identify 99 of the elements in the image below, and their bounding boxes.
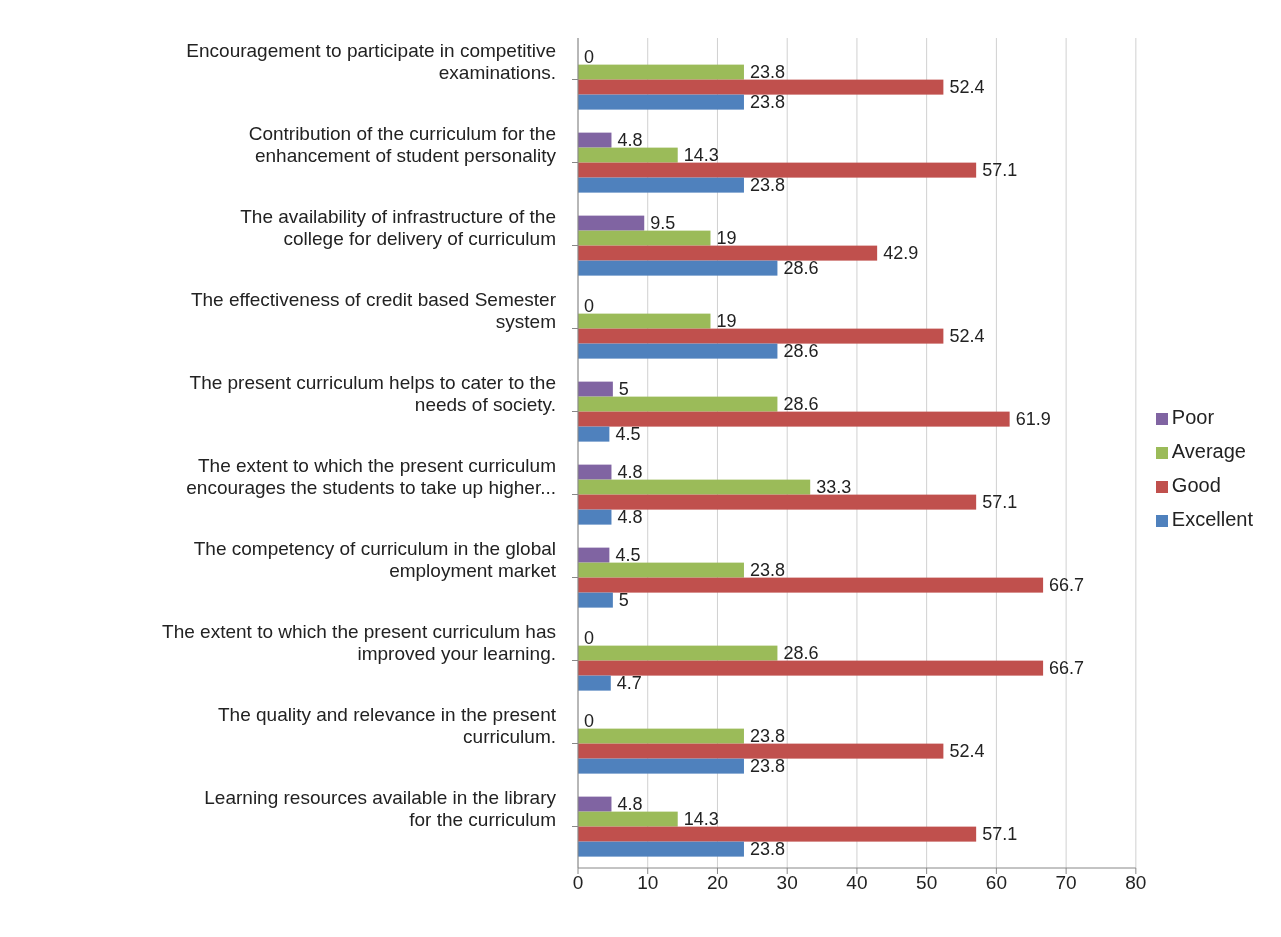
bar bbox=[578, 94, 744, 110]
y-tick-label: Contribution of the curriculum for the enhancement of student personality bbox=[248, 123, 557, 167]
data-label: 0 bbox=[584, 711, 595, 732]
data-label: 28.6 bbox=[783, 258, 819, 279]
y-tick-label: Learning resources available in the library for the curriculum bbox=[204, 787, 557, 831]
data-label: 52.4 bbox=[949, 326, 985, 347]
data-label: 57.1 bbox=[982, 824, 1018, 845]
legend-label: Average bbox=[1171, 440, 1246, 462]
bar bbox=[578, 215, 645, 231]
data-label: 4.8 bbox=[617, 507, 643, 528]
data-label: 4.5 bbox=[615, 424, 641, 445]
y-tick-label: The extent to which the present curriculum encourages the students to take up higher... bbox=[186, 455, 556, 499]
legend-label: Poor bbox=[1171, 406, 1215, 428]
bar bbox=[578, 328, 944, 344]
bar bbox=[578, 426, 610, 442]
data-label: 0 bbox=[584, 628, 595, 649]
data-label: 23.8 bbox=[749, 560, 786, 581]
x-tick-label: 30 bbox=[776, 872, 798, 894]
y-tick-label: The present curriculum helps to cater to the needs of society. bbox=[189, 372, 556, 416]
data-label: 19 bbox=[716, 228, 737, 249]
y-tick-label: The competency of curriculum in the global employment market bbox=[193, 538, 557, 582]
x-tick-label: 0 bbox=[572, 872, 584, 894]
data-label: 28.6 bbox=[783, 394, 819, 415]
y-tick-label: The effectiveness of credit based Semester system bbox=[190, 289, 557, 333]
bar bbox=[578, 147, 678, 163]
data-label: 14.3 bbox=[683, 809, 719, 830]
bar bbox=[578, 381, 613, 397]
bar bbox=[578, 79, 944, 95]
data-label: 28.6 bbox=[783, 643, 819, 664]
bar bbox=[578, 811, 678, 827]
bar bbox=[578, 313, 711, 329]
bar bbox=[578, 464, 612, 480]
bar bbox=[578, 509, 612, 525]
bar bbox=[578, 162, 977, 178]
data-label: 5 bbox=[618, 379, 629, 400]
data-label: 66.7 bbox=[1049, 575, 1085, 596]
x-tick-label: 10 bbox=[637, 872, 659, 894]
data-label: 23.8 bbox=[749, 62, 786, 83]
bar bbox=[578, 230, 711, 246]
data-label: 23.8 bbox=[749, 92, 786, 113]
bar bbox=[578, 758, 744, 774]
x-tick-label: 40 bbox=[846, 872, 868, 894]
y-tick-label: The extent to which the present curriculum has improved your learning. bbox=[162, 621, 556, 665]
data-label: 23.8 bbox=[749, 756, 786, 777]
bar bbox=[578, 411, 1010, 427]
data-label: 0 bbox=[584, 47, 595, 68]
data-label: 61.9 bbox=[1015, 409, 1051, 430]
bar bbox=[578, 396, 778, 412]
legend-label: Good bbox=[1171, 474, 1221, 496]
data-label: 33.3 bbox=[816, 477, 852, 498]
bar bbox=[578, 841, 744, 857]
data-label: 52.4 bbox=[949, 741, 985, 762]
x-tick-label: 20 bbox=[706, 872, 729, 894]
bar bbox=[578, 826, 977, 842]
bar bbox=[578, 177, 744, 193]
data-label: 0 bbox=[584, 296, 595, 317]
bar bbox=[578, 260, 778, 276]
legend-label: Excellent bbox=[1171, 508, 1253, 530]
bar bbox=[578, 796, 612, 812]
x-tick-label: 50 bbox=[916, 872, 938, 894]
x-tick-label: 60 bbox=[985, 872, 1007, 894]
bar bbox=[578, 132, 612, 148]
data-label: 9.5 bbox=[650, 213, 676, 234]
data-label: 5 bbox=[618, 590, 629, 611]
data-label: 42.9 bbox=[883, 243, 919, 264]
data-label: 57.1 bbox=[982, 160, 1018, 181]
bar bbox=[578, 645, 778, 661]
data-label: 4.8 bbox=[617, 130, 643, 151]
data-label: 4.7 bbox=[616, 673, 642, 694]
bar bbox=[578, 547, 610, 563]
bar bbox=[578, 743, 944, 759]
data-label: 52.4 bbox=[949, 77, 985, 98]
data-label: 23.8 bbox=[749, 726, 786, 747]
bar bbox=[578, 343, 778, 359]
bar bbox=[578, 728, 744, 744]
bar bbox=[578, 675, 611, 691]
x-tick-label: 80 bbox=[1125, 872, 1147, 894]
y-tick-label: The availability of infrastructure of the college for delivery of curriculum bbox=[240, 206, 556, 250]
data-label: 4.5 bbox=[615, 545, 641, 566]
y-tick-label: Encouragement to participate in competitive examinations. bbox=[186, 40, 556, 84]
data-label: 19 bbox=[716, 311, 737, 332]
data-label: 4.8 bbox=[617, 462, 643, 483]
bar bbox=[578, 494, 977, 510]
data-label: 14.3 bbox=[683, 145, 719, 166]
data-label: 4.8 bbox=[617, 794, 643, 815]
data-label: 66.7 bbox=[1049, 658, 1085, 679]
data-label: 23.8 bbox=[749, 175, 786, 196]
bar bbox=[578, 64, 744, 80]
data-label: 23.8 bbox=[749, 839, 786, 860]
data-label: 28.6 bbox=[783, 341, 819, 362]
x-tick-label: 70 bbox=[1055, 872, 1077, 894]
bar bbox=[578, 245, 878, 261]
data-label: 57.1 bbox=[982, 492, 1018, 513]
bar bbox=[578, 577, 1044, 593]
bar bbox=[578, 562, 744, 578]
bar bbox=[578, 660, 1044, 676]
bar bbox=[578, 592, 613, 608]
bar bbox=[578, 479, 811, 495]
y-tick-label: The quality and relevance in the present curriculum. bbox=[218, 704, 557, 748]
